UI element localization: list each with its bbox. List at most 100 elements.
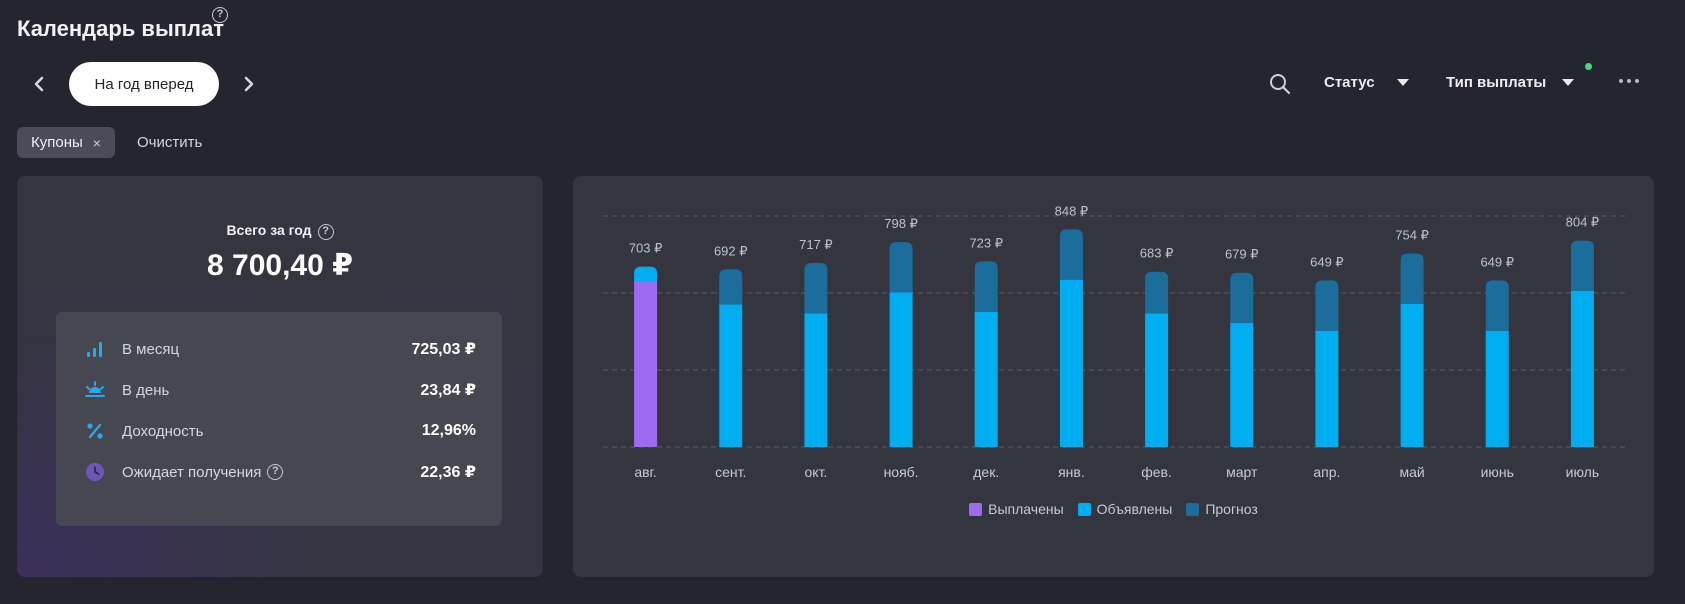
bar-value-label: 848 ₽ [1055,203,1089,218]
search-button[interactable] [1268,72,1294,98]
payout-type-dropdown-label: Тип выплаты [1446,74,1547,91]
x-tick-label: нояб. [884,464,919,480]
bar-value-label: 683 ₽ [1140,246,1174,261]
stat-label: Доходность [122,422,204,440]
more-options-button[interactable] [1615,75,1643,87]
bar-chart-icon [84,338,106,360]
legend-item-announced[interactable]: Объявлены [1077,501,1173,517]
x-tick-label: июнь [1481,464,1514,480]
bar-segment [1230,272,1254,324]
bar-segment [1315,280,1339,331]
legend-swatch [1186,502,1200,516]
bar-value-label: 679 ₽ [1225,247,1259,262]
bar-segment [1315,330,1339,447]
bar-segment [1400,303,1424,447]
stat-value: 23,84 ₽ [420,382,476,399]
bar-segment [1570,290,1594,447]
stat-row-monthly: В месяц 725,03 ₽ [84,334,476,364]
dot-icon [1635,79,1639,83]
bar-segment [634,266,658,282]
search-icon [1270,74,1291,95]
bar-value-label: 692 ₽ [714,243,748,258]
help-icon[interactable]: ? [317,224,334,240]
stat-value: 22,36 ₽ [420,464,476,481]
total-label-row: Всего за год? [17,222,543,240]
chevron-right-icon [244,76,254,92]
legend-swatch [969,502,983,516]
status-dropdown[interactable]: Статус [1324,74,1409,91]
bar-value-label: 723 ₽ [969,235,1003,250]
clear-filters-button[interactable]: Очистить [137,134,203,151]
help-icon[interactable]: ? [267,464,284,480]
x-tick-label: апр. [1313,464,1340,480]
stat-value: 725,03 ₽ [411,341,476,358]
legend-swatch [1077,502,1091,516]
bar-segment [1400,253,1424,304]
x-tick-label: авг. [634,464,657,480]
bar-segment [1570,240,1594,291]
x-tick-label: янв. [1058,464,1085,480]
bar-segment [719,304,743,447]
bar-value-label: 717 ₽ [799,237,833,252]
dot-icon [1619,79,1623,83]
x-tick-label: март [1226,464,1258,480]
bar-value-label: 649 ₽ [1480,254,1514,269]
bar-value-label: 649 ₽ [1310,254,1344,269]
stat-label-row: Ожидает получения ? [122,464,420,481]
payout-type-dropdown[interactable]: Тип выплаты [1446,74,1575,91]
clock-icon [84,461,106,483]
bar-segment [1145,271,1169,314]
stats-box: В месяц 725,03 ₽ В день 23,84 ₽ [56,312,502,526]
filter-chip-coupons: Купоны × [17,127,115,158]
caret-down-icon [1396,79,1409,86]
help-icon[interactable]: ? [212,7,228,23]
bar-segment [1485,280,1509,331]
close-icon[interactable]: × [92,134,101,151]
bar-segment [1059,229,1083,280]
active-filter-indicator [1585,63,1592,70]
payout-bar-chart: 703 ₽ авг. 692 ₽ сент. 717 ₽ окт. 798 ₽ нояб. 72… [603,203,1625,480]
bar-segment [889,292,913,447]
bar-segment [804,313,828,447]
x-tick-label: дек. [973,464,999,480]
bar-segment [889,242,913,293]
percent-icon [84,420,106,442]
stat-row-pending: Ожидает получения ? 22,36 ₽ [84,457,476,487]
stat-label: Ожидает получения [122,463,262,481]
bar-segment [974,261,998,312]
legend-item-forecast[interactable]: Прогноз [1186,501,1258,517]
total-value: 8 700,40 ₽ [207,249,353,282]
stat-row-daily: В день 23,84 ₽ [84,375,476,405]
dot-icon [1627,79,1631,83]
stat-value: 12,96% [421,422,476,439]
stat-label: В месяц [122,340,180,358]
legend-label: Выплачены [988,501,1064,517]
bar-value-label: 754 ₽ [1395,227,1429,242]
total-label: Всего за год [226,222,312,238]
x-tick-label: фев. [1141,464,1172,480]
prev-period-button[interactable] [27,72,51,96]
next-period-button[interactable] [237,72,261,96]
legend-label: Объявлены [1096,501,1173,517]
x-tick-label: сент. [715,464,746,480]
caret-down-icon [1562,79,1575,86]
bar-segment [1145,313,1169,447]
bar-value-label: 804 ₽ [1566,215,1600,230]
x-tick-label: май [1399,464,1424,480]
chevron-left-icon [34,76,44,92]
bar-segment [974,311,998,447]
filter-chip-label: Купоны [31,134,83,151]
period-selector[interactable]: На год вперед [69,62,219,106]
legend-item-paid[interactable]: Выплачены [969,501,1064,517]
bar-segment [1230,323,1254,447]
status-dropdown-label: Статус [1324,74,1375,91]
bar-segment [1059,279,1083,447]
bar-value-label: 798 ₽ [884,216,918,231]
chart-legend: Выплачены Объявлены Прогноз [573,501,1654,517]
stat-row-yield: Доходность 12,96% [84,416,476,446]
page-title: Календарь выплат [17,16,225,41]
summary-card: Всего за год? 8 700,40 ₽ В месяц 725,03 … [17,176,543,577]
payout-chart-card: 703 ₽ авг. 692 ₽ сент. 717 ₽ окт. 798 ₽ нояб. 72… [573,176,1654,577]
stat-label: В день [122,381,170,399]
